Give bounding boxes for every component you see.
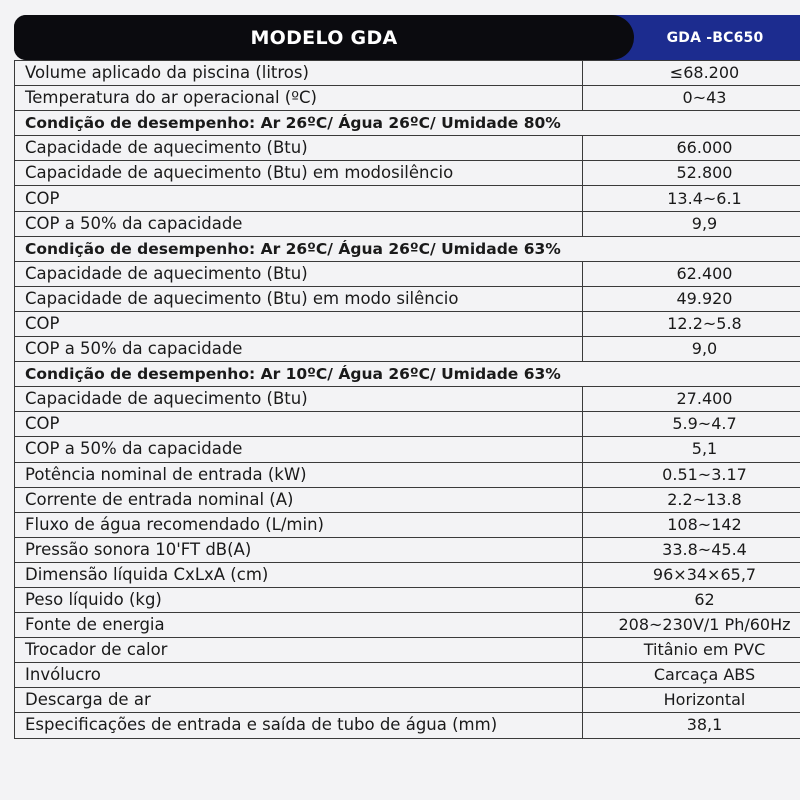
table-row: Temperatura do ar operacional (ºC) 0~43 [14,85,800,112]
spec-label: Capacidade de aquecimento (Btu) [14,260,583,287]
spec-table: Volume aplicado da piscina (litros) ≤68.2… [14,59,800,739]
spec-label: Capacidade de aquecimento (Btu) em modo … [14,285,583,312]
table-row: Trocador de calor Titânio em PVC [14,637,800,664]
table-row: Fluxo de água recomendado (L/min) 108~142 [14,511,800,538]
spec-label: Especificações de entrada e saída de tub… [14,712,583,739]
spec-label: COP a 50% da capacidade [14,336,583,363]
table-row: Capacidade de aquecimento (Btu) em modo … [14,285,800,312]
table-row: Dimensão líquida CxLxA (cm) 96×34×65,7 [14,561,800,588]
table-header: MODELO GDA GDA -BC650 [14,15,800,60]
section-title: Condição de desempenho: Ar 26ºC/ Água 26… [14,110,583,137]
spec-value: 5.9~4.7 [582,411,800,438]
table-row: Capacidade de aquecimento (Btu) 27.400 [14,386,800,413]
spec-value: 13.4~6.1 [582,185,800,212]
spec-label: Corrente de entrada nominal (A) [14,486,583,513]
spec-value [582,110,800,137]
table-row: Potência nominal de entrada (kW) 0.51~3.1… [14,461,800,488]
table-row: COP a 50% da capacidade 9,9 [14,210,800,237]
spec-label: Dimensão líquida CxLxA (cm) [14,561,583,588]
table-row: Descarga de ar Horizontal [14,687,800,714]
spec-value [582,235,800,262]
spec-value: 49.920 [582,285,800,312]
table-row: Capacidade de aquecimento (Btu) 66.000 [14,135,800,162]
table-row: Especificações de entrada e saída de tub… [14,712,800,739]
spec-value: 96×34×65,7 [582,561,800,588]
model-code: GDA -BC650 [666,29,764,46]
spec-label: Capacidade de aquecimento (Btu) em modos… [14,160,583,187]
spec-label: Potência nominal de entrada (kW) [14,461,583,488]
spec-value: 9,0 [582,336,800,363]
section-title: Condição de desempenho: Ar 10ºC/ Água 26… [14,361,583,388]
model-label-cell: MODELO GDA [14,15,634,60]
spec-label: Pressão sonora 10'FT dB(A) [14,536,583,563]
table-row: Capacidade de aquecimento (Btu) em modos… [14,160,800,187]
table-row: COP a 50% da capacidade 9,0 [14,336,800,363]
spec-value: Titânio em PVC [582,637,800,664]
spec-value: 66.000 [582,135,800,162]
spec-label: COP a 50% da capacidade [14,210,583,237]
table-row: COP 12.2~5.8 [14,310,800,338]
spec-value: 62.400 [582,260,800,287]
table-row: Corrente de entrada nominal (A) 2.2~13.8 [14,486,800,513]
spec-label: Capacidade de aquecimento (Btu) [14,386,583,413]
spec-label: COP [14,411,583,438]
spec-value: 108~142 [582,511,800,538]
spec-value: 208~230V/1 Ph/60Hz [582,612,800,639]
spec-label: Peso líquido (kg) [14,586,583,614]
section-row: Condição de desempenho: Ar 10ºC/ Água 26… [14,361,800,388]
spec-value: 12.2~5.8 [582,310,800,338]
spec-value: Horizontal [582,687,800,714]
table-row: COP a 50% da capacidade 5,1 [14,436,800,463]
section-title: Condição de desempenho: Ar 26ºC/ Água 26… [14,235,583,262]
table-row: Pressão sonora 10'FT dB(A) 33.8~45.4 [14,536,800,563]
spec-value: 0~43 [582,85,800,112]
spec-value: 33.8~45.4 [582,536,800,563]
spec-value: ≤68.200 [582,59,800,87]
spec-label: Descarga de ar [14,687,583,714]
spec-table-body: Volume aplicado da piscina (litros) ≤68.2… [14,59,800,739]
spec-value: 52.800 [582,160,800,187]
spec-value: Carcaça ABS [582,662,800,689]
table-row: Peso líquido (kg) 62 [14,586,800,614]
spec-label: Fonte de energia [14,612,583,639]
table-row: Volume aplicado da piscina (litros) ≤68.2… [14,59,800,87]
spec-label: Fluxo de água recomendado (L/min) [14,511,583,538]
spec-value: 38,1 [582,712,800,739]
table-row: COP 5.9~4.7 [14,411,800,438]
spec-label: Invólucro [14,662,583,689]
section-row: Condição de desempenho: Ar 26ºC/ Água 26… [14,110,800,137]
model-code-cell: GDA -BC650 [604,15,800,60]
spec-value: 9,9 [582,210,800,237]
table-row: COP 13.4~6.1 [14,185,800,212]
spec-value: 2.2~13.8 [582,486,800,513]
spec-value: 62 [582,586,800,614]
table-row: Fonte de energia 208~230V/1 Ph/60Hz [14,612,800,639]
model-label: MODELO GDA [250,26,398,49]
spec-label: COP [14,185,583,212]
section-row: Condição de desempenho: Ar 26ºC/ Água 26… [14,235,800,262]
spec-label: Trocador de calor [14,637,583,664]
table-row: Invólucro Carcaça ABS [14,662,800,689]
spec-value [582,361,800,388]
spec-value: 0.51~3.17 [582,461,800,488]
spec-label: Capacidade de aquecimento (Btu) [14,135,583,162]
table-row: Capacidade de aquecimento (Btu) 62.400 [14,260,800,287]
spec-label: Temperatura do ar operacional (ºC) [14,85,583,112]
spec-label: COP [14,310,583,338]
spec-label: COP a 50% da capacidade [14,436,583,463]
spec-value: 27.400 [582,386,800,413]
spec-value: 5,1 [582,436,800,463]
spec-label: Volume aplicado da piscina (litros) [14,59,583,87]
